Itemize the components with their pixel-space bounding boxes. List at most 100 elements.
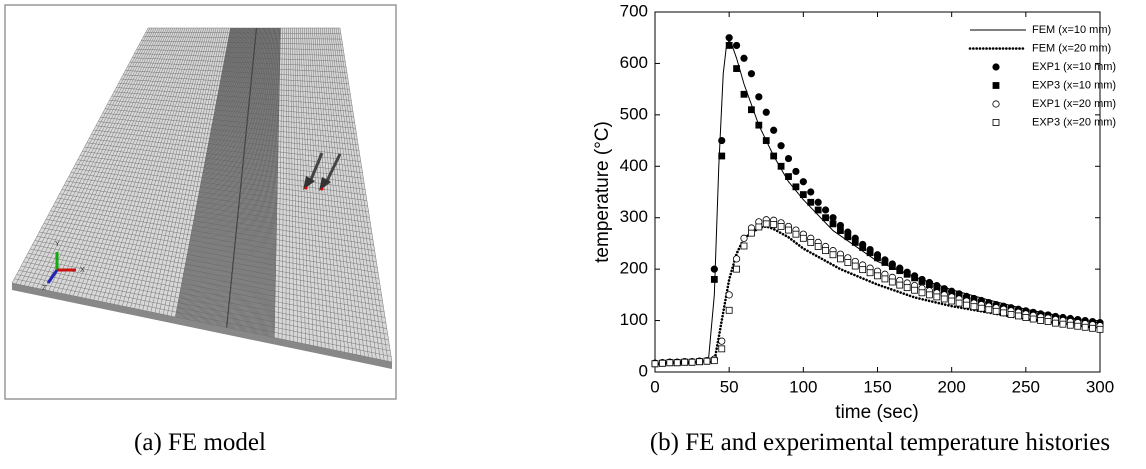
marker (808, 239, 814, 245)
marker (867, 250, 873, 256)
marker (845, 259, 851, 265)
y-tick-label: 200 (620, 259, 648, 278)
marker (1090, 325, 1096, 331)
y-tick-label: 500 (620, 104, 648, 123)
marker (726, 35, 732, 41)
marker (875, 255, 881, 261)
marker (793, 168, 799, 174)
marker (726, 42, 732, 48)
marker (889, 264, 895, 270)
marker (1082, 324, 1088, 330)
x-axis-label: time (sec) (835, 402, 918, 423)
marker (778, 143, 784, 149)
y-axis-label: temperature (°C) (592, 121, 613, 263)
x-tick-label: 250 (1012, 377, 1040, 396)
marker (1001, 310, 1007, 316)
marker (704, 358, 710, 364)
point (321, 188, 324, 191)
marker (785, 155, 791, 161)
marker (1008, 311, 1014, 317)
marker (763, 221, 769, 227)
marker (993, 83, 999, 89)
marker (726, 292, 732, 298)
marker (711, 276, 717, 282)
marker (711, 266, 717, 272)
marker (1097, 326, 1103, 332)
marker (897, 268, 903, 274)
marker (1030, 316, 1036, 322)
marker (719, 153, 725, 159)
legend-label: FEM (x=10 mm) (1032, 24, 1111, 36)
marker (941, 296, 947, 302)
triad-label: Z (42, 285, 47, 292)
marker (926, 292, 932, 298)
marker (793, 184, 799, 190)
marker (733, 42, 739, 48)
marker (852, 239, 858, 245)
marker (778, 223, 784, 229)
marker (726, 307, 732, 313)
y-tick-label: 600 (620, 53, 648, 72)
marker (756, 122, 762, 128)
marker (659, 360, 665, 366)
x-tick-label: 50 (720, 377, 739, 396)
marker (771, 221, 777, 227)
y-tick-label: 700 (620, 1, 648, 20)
x-tick-label: 300 (1086, 377, 1114, 396)
marker (652, 361, 658, 367)
marker (956, 300, 962, 306)
marker (830, 252, 836, 258)
marker (786, 174, 792, 180)
marker (993, 120, 999, 126)
x-tick-label: 200 (937, 377, 965, 396)
x-tick-label: 100 (789, 377, 817, 396)
marker (1015, 313, 1021, 319)
marker (993, 64, 999, 70)
marker (808, 199, 814, 205)
marker (830, 221, 836, 227)
marker (904, 285, 910, 291)
marker (904, 271, 910, 277)
marker (689, 359, 695, 365)
marker (1067, 322, 1073, 328)
marker (778, 163, 784, 169)
marker (748, 107, 754, 113)
marker (793, 231, 799, 237)
triad-label: Y (55, 241, 60, 248)
marker (912, 275, 918, 281)
marker (867, 270, 873, 276)
marker (1038, 318, 1044, 324)
x-tick-label: 150 (863, 377, 891, 396)
marker (860, 245, 866, 251)
marker (748, 230, 754, 236)
marker (763, 109, 769, 115)
marker (823, 215, 829, 221)
marker (734, 66, 740, 72)
marker (823, 248, 829, 254)
marker (800, 235, 806, 241)
x-tick-label: 0 (650, 377, 659, 396)
marker (830, 215, 836, 221)
legend-label: EXP1 (x=20 mm) (1032, 98, 1116, 110)
marker (1023, 314, 1029, 320)
marker (667, 360, 673, 366)
marker (926, 282, 932, 288)
marker (815, 244, 821, 250)
marker (993, 101, 999, 107)
marker (882, 276, 888, 282)
figure: Y X Z (a) FE model (b) FE and experiment… (0, 0, 1146, 469)
legend-label: FEM (x=20 mm) (1032, 42, 1111, 54)
legend-label: EXP1 (x=10 mm) (1032, 61, 1116, 73)
legend-label: EXP3 (x=20 mm) (1032, 116, 1116, 128)
y-tick-label: 100 (620, 310, 648, 329)
y-tick-label: 0 (639, 361, 648, 380)
marker (756, 94, 762, 100)
marker (770, 127, 776, 133)
marker (771, 153, 777, 159)
marker (971, 304, 977, 310)
y-tick-label: 300 (620, 207, 648, 226)
marker (912, 287, 918, 293)
marker (748, 71, 754, 77)
triad-label: X (80, 267, 85, 274)
marker (800, 192, 806, 198)
